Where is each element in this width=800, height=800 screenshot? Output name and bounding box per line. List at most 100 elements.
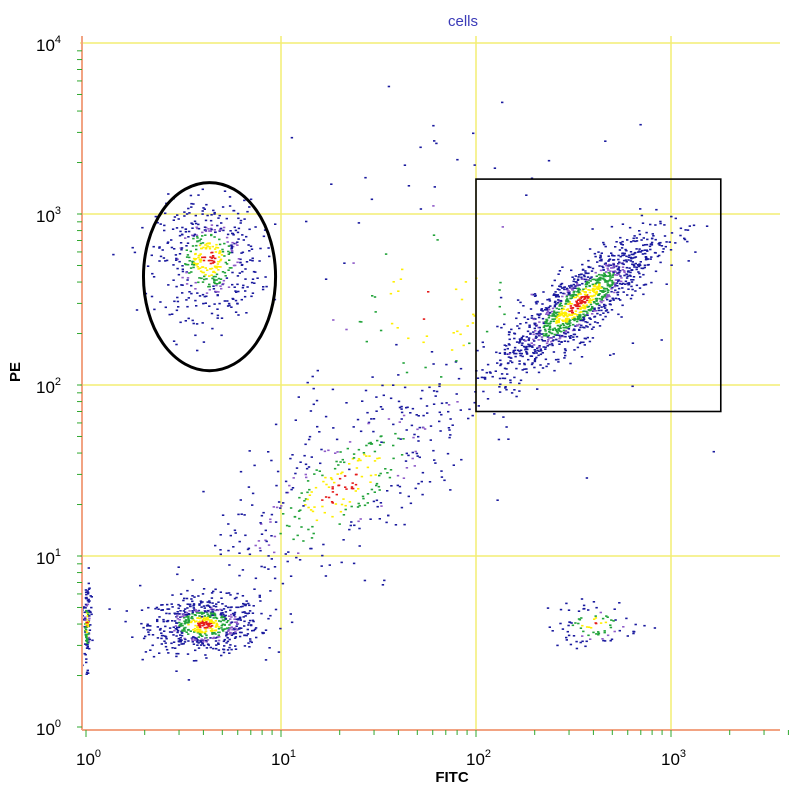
data-point (191, 611, 194, 614)
data-point (662, 248, 665, 250)
data-point (614, 265, 618, 268)
data-point (593, 618, 596, 620)
data-point (201, 635, 204, 637)
data-point (533, 360, 537, 363)
data-point (238, 635, 242, 638)
data-point (188, 256, 191, 259)
data-point (580, 617, 583, 619)
data-point (459, 409, 462, 411)
data-point (533, 340, 536, 342)
data-point (625, 266, 629, 269)
data-point (83, 618, 86, 621)
data-point (234, 242, 238, 245)
data-point (507, 333, 511, 336)
data-point (582, 319, 585, 322)
data-point (622, 291, 625, 293)
data-point (617, 298, 620, 300)
data-point (183, 613, 186, 615)
data-point (596, 302, 600, 305)
data-point (237, 513, 240, 516)
data-point (202, 207, 205, 209)
data-point (348, 501, 352, 503)
data-point (464, 281, 468, 283)
data-point (337, 464, 340, 466)
data-point (217, 217, 220, 219)
data-point (330, 478, 334, 481)
data-point (290, 488, 293, 491)
data-point (87, 567, 90, 569)
data-point (177, 613, 181, 615)
data-point (206, 269, 209, 271)
data-point (224, 275, 227, 277)
data-point (196, 227, 199, 230)
data-point (565, 313, 568, 315)
data-point (198, 623, 201, 626)
data-point (558, 343, 561, 345)
data-point (341, 458, 344, 461)
data-point (172, 279, 175, 281)
data-point (160, 604, 163, 606)
data-point (592, 326, 595, 328)
data-point (591, 278, 594, 281)
data-point (151, 644, 154, 647)
data-point (577, 610, 581, 612)
data-point (564, 335, 567, 338)
data-point (149, 649, 152, 651)
data-point (175, 616, 178, 618)
data-point (551, 313, 554, 315)
data-point (606, 298, 609, 301)
data-point (212, 647, 215, 650)
data-point (525, 368, 528, 370)
data-point (595, 633, 598, 635)
data-point (192, 263, 195, 266)
data-point (568, 285, 571, 287)
data-point (342, 539, 345, 541)
data-point (612, 263, 615, 266)
data-point (614, 271, 617, 273)
data-point (215, 644, 218, 646)
data-point (230, 613, 233, 616)
data-point (367, 442, 371, 445)
data-point (228, 646, 231, 649)
data-point (209, 616, 212, 618)
data-point (402, 414, 406, 417)
data-point (556, 314, 559, 316)
data-point (566, 340, 570, 343)
data-point (231, 232, 234, 235)
data-point (432, 403, 436, 405)
data-point (167, 608, 171, 610)
data-point (185, 283, 189, 285)
data-point (339, 461, 342, 463)
data-point (213, 303, 216, 305)
data-point (626, 239, 629, 241)
data-point (609, 277, 612, 279)
data-point (262, 632, 265, 634)
data-point (519, 354, 522, 357)
data-point (554, 358, 558, 361)
data-point (562, 292, 565, 295)
data-point (630, 253, 634, 256)
data-point (639, 208, 642, 210)
data-point (86, 645, 89, 648)
data-point (575, 335, 579, 338)
data-point (546, 340, 549, 343)
data-point (600, 252, 603, 254)
data-point (567, 303, 570, 305)
data-point (532, 344, 536, 346)
data-point (649, 258, 652, 260)
data-point (563, 314, 567, 316)
data-point (166, 242, 169, 244)
data-point (507, 438, 510, 440)
data-point (581, 635, 584, 637)
data-point (194, 334, 197, 337)
data-point (566, 327, 569, 329)
data-point (373, 450, 377, 453)
data-point (607, 294, 610, 296)
data-point (564, 354, 567, 357)
data-point (196, 610, 200, 613)
data-point (553, 279, 556, 282)
data-point (227, 245, 231, 247)
data-point (568, 293, 571, 295)
data-point (196, 617, 199, 619)
data-point (215, 284, 218, 287)
